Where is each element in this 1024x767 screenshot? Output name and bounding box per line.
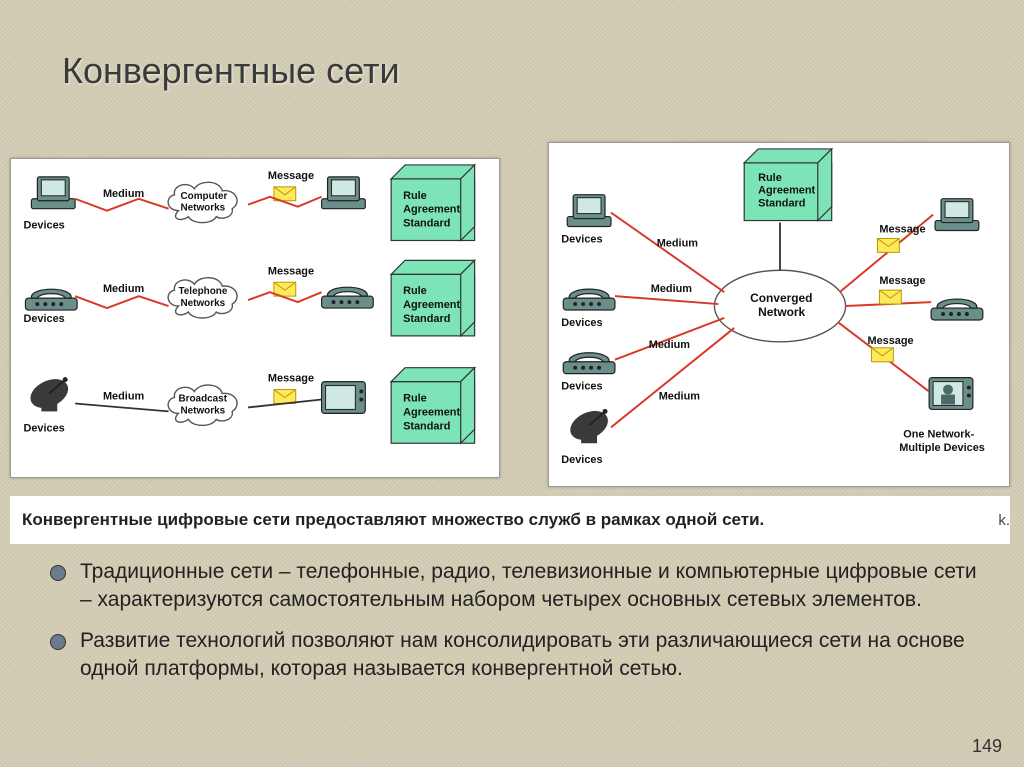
slide-number: 149 xyxy=(972,736,1002,757)
svg-text:Devices: Devices xyxy=(561,233,602,245)
svg-text:Message: Message xyxy=(268,373,314,385)
svg-text:Computer: Computer xyxy=(180,191,227,202)
svg-text:Medium: Medium xyxy=(657,237,699,249)
svg-text:Medium: Medium xyxy=(649,339,691,351)
svg-text:Multiple Devices: Multiple Devices xyxy=(899,442,985,454)
svg-text:Message: Message xyxy=(268,265,314,277)
bullet-item: Традиционные сети – телефонные, радио, т… xyxy=(50,558,980,613)
left-diagram-panel: Devices Medium Computer Networks Message… xyxy=(10,158,500,478)
svg-text:Message: Message xyxy=(268,170,314,182)
svg-text:Standard: Standard xyxy=(403,420,450,432)
svg-text:Message: Message xyxy=(879,223,925,235)
svg-text:Devices: Devices xyxy=(561,317,602,329)
svg-text:Standard: Standard xyxy=(758,198,805,210)
svg-text:Agreement: Agreement xyxy=(403,204,460,216)
svg-text:Devices: Devices xyxy=(23,313,64,325)
corner-mark: k. xyxy=(998,512,1010,529)
svg-text:Agreement: Agreement xyxy=(403,299,460,311)
svg-text:Standard: Standard xyxy=(403,218,450,230)
devices-label: Devices xyxy=(23,220,64,232)
row-broadcast: Devices Medium Broadcast Networks Messag… xyxy=(23,368,474,444)
rule-box-top: Rule Agreement Standard xyxy=(744,149,831,221)
slide-title: Конвергентные сети xyxy=(62,50,400,92)
svg-text:Medium: Medium xyxy=(651,283,693,295)
svg-text:Networks: Networks xyxy=(180,298,225,309)
svg-text:Networks: Networks xyxy=(180,405,225,416)
right-diagram-panel: Rule Agreement Standard Converged Networ… xyxy=(548,142,1010,487)
converged-cloud: Converged Network xyxy=(714,270,845,342)
svg-text:Medium: Medium xyxy=(103,283,145,295)
svg-text:Message: Message xyxy=(879,275,925,287)
svg-text:Rule: Rule xyxy=(403,285,427,297)
row-computer: Devices Medium Computer Networks Message… xyxy=(23,165,474,241)
svg-text:Agreement: Agreement xyxy=(758,185,815,197)
svg-text:Agreement: Agreement xyxy=(403,406,460,418)
row-telephone: Devices Medium Telephone Networks Messag… xyxy=(23,260,474,336)
svg-text:Telephone: Telephone xyxy=(178,286,227,297)
svg-text:One Network-: One Network- xyxy=(903,428,974,440)
svg-text:Medium: Medium xyxy=(659,391,701,403)
svg-text:Broadcast: Broadcast xyxy=(178,393,227,404)
caption-text: Конвергентные цифровые сети предоставляю… xyxy=(22,510,764,530)
svg-text:Devices: Devices xyxy=(561,454,602,466)
bullet-list: Традиционные сети – телефонные, радио, т… xyxy=(50,558,980,697)
svg-text:Devices: Devices xyxy=(23,422,64,434)
caption-bar: Конвергентные цифровые сети предоставляю… xyxy=(10,496,1010,544)
svg-text:Networks: Networks xyxy=(180,203,225,214)
svg-text:Converged: Converged xyxy=(750,291,812,305)
svg-text:Rule: Rule xyxy=(758,172,782,184)
svg-text:Medium: Medium xyxy=(103,390,145,402)
svg-text:Network: Network xyxy=(758,305,805,319)
svg-text:Rule: Rule xyxy=(403,190,427,202)
bullet-item: Развитие технологий позволяют нам консол… xyxy=(50,627,980,682)
svg-text:Rule: Rule xyxy=(403,392,427,404)
svg-text:Medium: Medium xyxy=(103,188,145,200)
svg-text:Message: Message xyxy=(867,335,913,347)
svg-text:Standard: Standard xyxy=(403,313,450,325)
svg-text:Devices: Devices xyxy=(561,381,602,393)
